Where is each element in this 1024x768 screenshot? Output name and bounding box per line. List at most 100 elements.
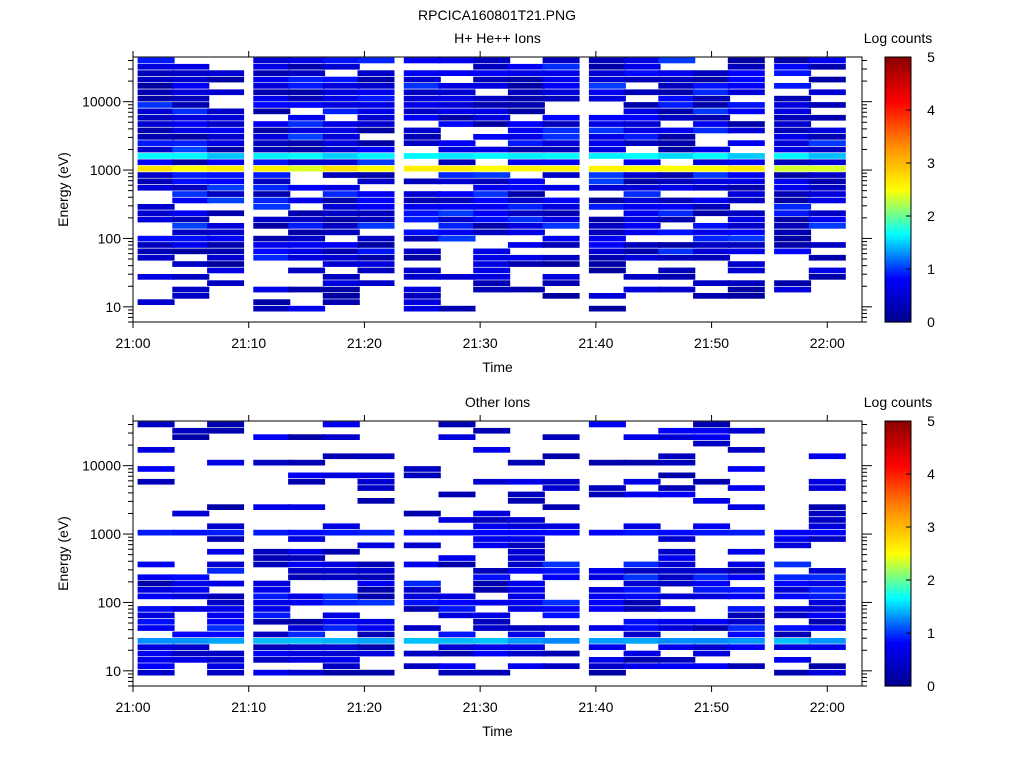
heatmap-cell (507, 191, 545, 197)
heatmap-cell (403, 267, 441, 274)
heatmap-cell (727, 153, 765, 159)
heatmap-cell (207, 235, 245, 242)
heatmap-cell (288, 267, 326, 274)
heatmap-cell (507, 286, 545, 293)
heatmap-cell (473, 248, 511, 255)
heatmap-cell (507, 127, 545, 134)
heatmap-cell (727, 57, 765, 64)
heatmap-cell (172, 587, 210, 593)
heatmap-cell (507, 663, 545, 669)
heatmap-cell (623, 172, 661, 178)
heatmap-cell (808, 153, 846, 159)
heatmap-cell (137, 235, 175, 242)
heatmap-cell (172, 229, 210, 236)
heatmap-cell (253, 638, 291, 644)
heatmap-cell (658, 254, 696, 261)
heatmap-cell (774, 83, 812, 89)
heatmap-cell (693, 440, 731, 447)
colorbar-segment (885, 423, 911, 427)
heatmap-cell (623, 191, 661, 197)
heatmap-cell (322, 153, 360, 159)
colorbar-segment (885, 436, 911, 441)
heatmap-cell (288, 70, 326, 76)
colorbar-segment (885, 495, 911, 499)
heatmap-cell (322, 293, 360, 299)
heatmap-cell (507, 254, 545, 261)
heatmap-cell (693, 121, 731, 127)
colorbar-segment (885, 421, 911, 425)
heatmap-cell (438, 650, 476, 657)
colorbar-segment (885, 553, 911, 557)
heatmap-cell (693, 229, 731, 236)
colorbar-segment (885, 601, 911, 605)
heatmap-cell (403, 466, 441, 472)
heatmap-cell (253, 153, 291, 159)
heatmap-cell (322, 223, 360, 229)
heatmap-cell (774, 235, 812, 242)
heatmap-cell (693, 184, 731, 191)
colorbar-segment (885, 144, 911, 148)
heatmap-cell (658, 561, 696, 568)
heatmap-cell (774, 57, 812, 64)
heatmap-cell (588, 223, 626, 229)
colorbar-segment (885, 242, 911, 246)
heatmap-cell (288, 625, 326, 631)
heatmap-cell (658, 434, 696, 440)
heatmap-cell (322, 574, 360, 581)
colorbar-segment (885, 104, 911, 108)
heatmap-cell (774, 242, 812, 248)
heatmap-cell (322, 216, 360, 223)
colorbar-segment (885, 218, 911, 222)
heatmap-cell (253, 587, 291, 593)
heatmap-cell (693, 127, 731, 134)
colorbar-segment (885, 569, 911, 573)
heatmap-cell (623, 459, 661, 466)
heatmap-cell (322, 204, 360, 210)
heatmap-cell (507, 95, 545, 102)
heatmap-cell (137, 612, 175, 619)
heatmap-cell (808, 254, 846, 261)
heatmap-cell (288, 254, 326, 261)
heatmap-cell (588, 146, 626, 153)
heatmap-cell (774, 70, 812, 76)
heatmap-cell (322, 89, 360, 96)
heatmap-cell (774, 561, 812, 568)
heatmap-cell (438, 114, 476, 121)
heatmap-cell (403, 299, 441, 305)
heatmap-cell (357, 204, 395, 210)
heatmap-cell (253, 197, 291, 204)
heatmap-cell (774, 210, 812, 217)
heatmap-cell (623, 286, 661, 293)
colorbar-segment (885, 64, 911, 69)
colorbar-segment (885, 258, 911, 262)
heatmap-cell (322, 453, 360, 460)
heatmap-cell (438, 204, 476, 210)
colorbar-segment (885, 463, 911, 467)
heatmap-cell (542, 242, 580, 248)
colorbar-segment (885, 585, 911, 589)
heatmap-cell (288, 478, 326, 485)
heatmap-cell (808, 529, 846, 536)
heatmap-cell (588, 599, 626, 606)
colorbar-segment (885, 625, 911, 629)
heatmap-cell (507, 261, 545, 267)
heatmap-cell (357, 197, 395, 204)
heatmap-cell (253, 599, 291, 606)
heatmap-cell (253, 459, 291, 466)
heatmap-cell (288, 669, 326, 676)
heatmap-cell (207, 599, 245, 606)
heatmap-cell (727, 261, 765, 267)
heatmap-cell (172, 172, 210, 178)
heatmap-cell (507, 178, 545, 185)
heatmap-cell (588, 242, 626, 248)
colorbar-segment (885, 128, 911, 132)
heatmap-cell (727, 248, 765, 255)
heatmap-cell (438, 57, 476, 64)
heatmap-cell (658, 210, 696, 217)
heatmap-cell (774, 140, 812, 146)
heatmap-cell (473, 184, 511, 191)
heatmap-cell (507, 121, 545, 127)
heatmap-cell (137, 299, 175, 305)
colorbar-segment (885, 532, 911, 536)
heatmap-cell (588, 235, 626, 242)
